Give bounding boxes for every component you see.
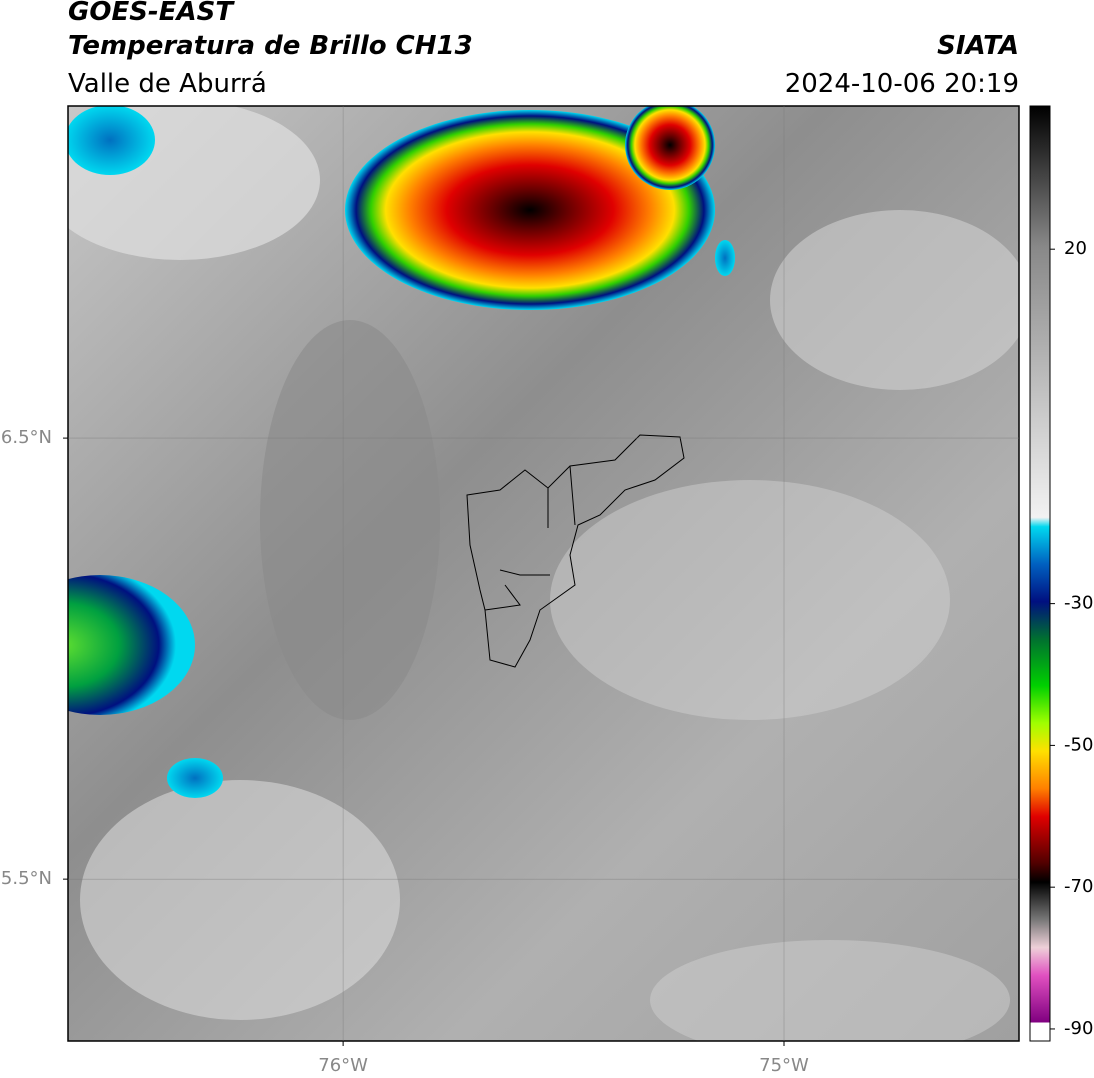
datetime: 2024-10-06 20:19: [785, 69, 1019, 99]
storm-cell: [625, 106, 715, 190]
storm-cell: [68, 106, 155, 175]
storm-cell: [68, 575, 195, 715]
region: Valle de Aburrá: [68, 69, 267, 99]
cloud: [770, 210, 1019, 390]
source: SIATA: [937, 31, 1019, 61]
cloud: [80, 780, 400, 1020]
aburra-valley-outline: [466, 434, 685, 668]
map: [68, 106, 1019, 1041]
colorbar: [1029, 105, 1051, 1042]
y-tick-label: 6.5°N: [1, 427, 52, 448]
subtitle: Temperatura de Brillo CH13: [68, 31, 473, 61]
colorbar-tick-label: 20: [1064, 238, 1087, 259]
storm-cell: [167, 758, 223, 798]
title: GOES-EAST: [68, 0, 235, 27]
x-tick-label: 75°W: [759, 1055, 809, 1076]
colorbar-tick-label: -50: [1064, 734, 1093, 755]
storm-cell: [345, 110, 715, 310]
storm-cell: [715, 240, 735, 276]
colorbar-tick-label: -70: [1064, 876, 1093, 897]
cloud: [550, 480, 950, 720]
x-tick-label: 76°W: [318, 1055, 368, 1076]
colorbar-tick-label: -30: [1064, 593, 1093, 614]
cloud: [260, 320, 440, 720]
map-frame: [67, 105, 1020, 1042]
colorbar-tick-label: -90: [1064, 1018, 1093, 1039]
y-tick-label: 5.5°N: [1, 868, 52, 889]
cloud: [650, 940, 1010, 1041]
